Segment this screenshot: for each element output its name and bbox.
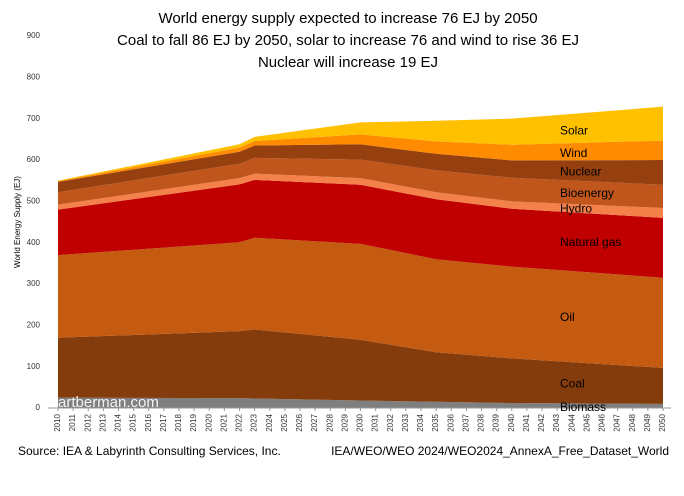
- x-tick-label: 2019: [189, 413, 198, 431]
- x-tick-label: 2041: [522, 413, 531, 431]
- y-tick-label: 400: [27, 238, 41, 247]
- series-label: Oil: [560, 310, 575, 324]
- area: [58, 157, 663, 208]
- x-tick-label: 2050: [658, 413, 667, 431]
- x-tick-label: 2024: [265, 413, 274, 431]
- x-tick-label: 2033: [401, 413, 410, 431]
- x-tick-label: 2040: [507, 413, 516, 431]
- series-label: Nuclear: [560, 164, 601, 178]
- area: [58, 179, 663, 278]
- y-tick-label: 300: [27, 279, 41, 288]
- x-tick-label: 2023: [250, 413, 259, 431]
- y-tick-label: 800: [27, 72, 41, 81]
- x-tick-label: 2022: [235, 413, 244, 431]
- y-axis-label: World Energy Supply (EJ): [13, 176, 22, 268]
- series-label: Bioenergy: [560, 186, 614, 200]
- y-tick-label: 100: [27, 362, 41, 371]
- chart-title: World energy supply expected to increase…: [158, 10, 537, 27]
- x-tick-label: 2013: [98, 413, 107, 431]
- x-tick-label: 2046: [598, 413, 607, 431]
- y-tick-label: 200: [27, 320, 41, 329]
- x-tick-label: 2011: [68, 413, 77, 431]
- x-tick-label: 2042: [537, 413, 546, 431]
- x-tick-label: 2021: [219, 413, 228, 431]
- series-label: Hydro: [560, 202, 592, 216]
- chart-title: Nuclear will increase 19 EJ: [258, 54, 438, 71]
- x-tick-label: 2029: [340, 413, 349, 431]
- series-label: Solar: [560, 123, 588, 137]
- x-tick-label: 2010: [53, 413, 62, 431]
- y-tick-label: 0: [36, 403, 41, 412]
- source: Source: IEA & Labyrinth Consulting Servi…: [18, 444, 281, 458]
- x-tick-label: 2018: [174, 413, 183, 431]
- area: [58, 237, 663, 368]
- x-tick-label: 2020: [204, 413, 213, 431]
- x-tick-label: 2025: [280, 413, 289, 431]
- dataset: IEA/WEO/WEO 2024/WEO2024_AnnexA_Free_Dat…: [331, 444, 669, 458]
- y-tick-label: 900: [27, 31, 41, 40]
- x-tick-label: 2034: [416, 413, 425, 431]
- x-tick-label: 2016: [144, 413, 153, 431]
- y-tick-label: 500: [27, 196, 41, 205]
- x-tick-label: 2043: [552, 413, 561, 431]
- series-label: Coal: [560, 376, 585, 390]
- x-tick-label: 2014: [114, 413, 123, 431]
- x-tick-label: 2027: [310, 413, 319, 431]
- x-tick-label: 2039: [492, 413, 501, 431]
- x-tick-label: 2032: [386, 413, 395, 431]
- x-tick-label: 2047: [613, 413, 622, 431]
- chart-title: Coal to fall 86 EJ by 2050, solar to inc…: [117, 32, 579, 49]
- x-tick-label: 2035: [431, 413, 440, 431]
- x-tick-label: 2028: [325, 413, 334, 431]
- series-label: Natural gas: [560, 235, 621, 249]
- area: [58, 397, 663, 408]
- y-tick-label: 700: [27, 114, 41, 123]
- x-tick-label: 2038: [477, 413, 486, 431]
- x-tick-label: 2048: [628, 413, 637, 431]
- x-tick-label: 2044: [567, 413, 576, 431]
- area: [58, 173, 663, 218]
- series-label: Wind: [560, 146, 587, 160]
- area: [58, 106, 663, 182]
- x-tick-label: 2049: [643, 413, 652, 431]
- x-tick-label: 2036: [446, 413, 455, 431]
- area: [58, 134, 663, 182]
- y-tick-label: 600: [27, 155, 41, 164]
- series-label: Biomass: [560, 400, 606, 414]
- area: [58, 144, 663, 193]
- x-tick-label: 2030: [356, 413, 365, 431]
- x-tick-label: 2031: [371, 413, 380, 431]
- x-tick-label: 2026: [295, 413, 304, 431]
- x-tick-label: 2015: [129, 413, 138, 431]
- x-tick-label: 2017: [159, 413, 168, 431]
- area: [58, 329, 663, 404]
- watermark: artberman.com: [58, 394, 159, 411]
- x-tick-label: 2037: [461, 413, 470, 431]
- x-tick-label: 2012: [83, 413, 92, 431]
- x-tick-label: 2045: [582, 413, 591, 431]
